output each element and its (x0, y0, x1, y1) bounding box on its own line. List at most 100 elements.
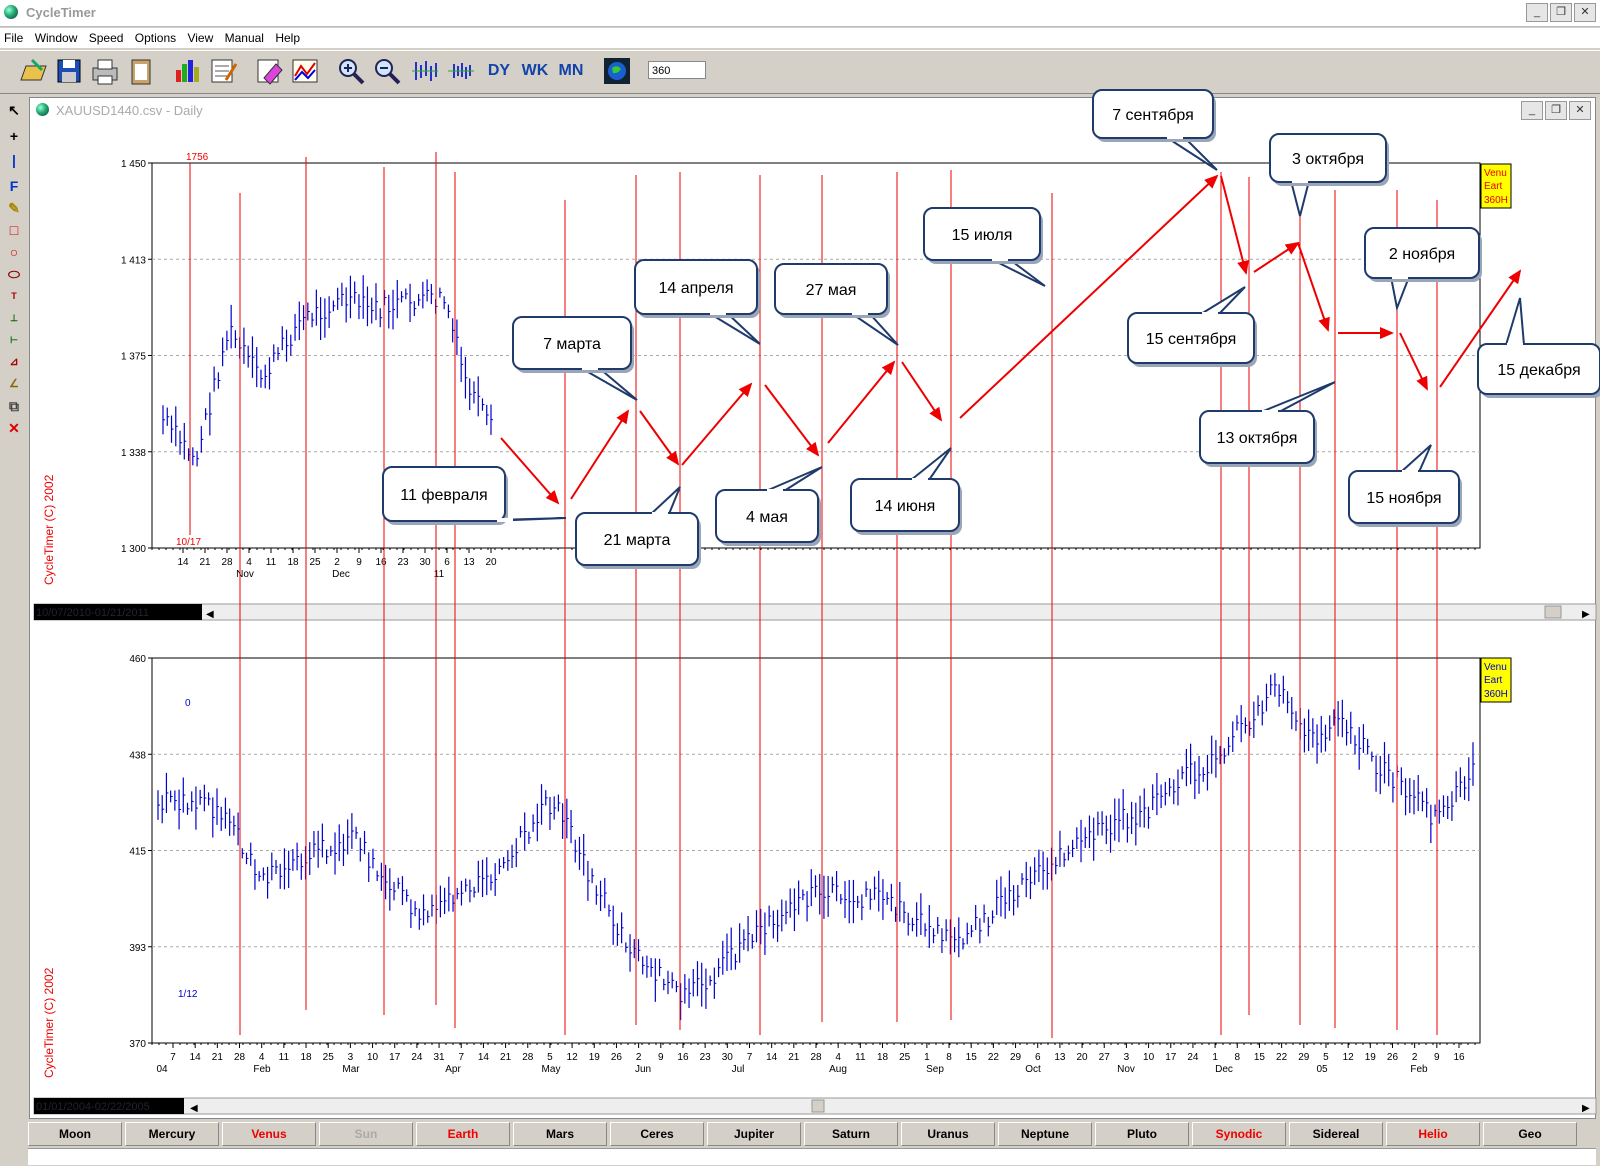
tab-moon[interactable]: Moon (28, 1122, 122, 1146)
gann-tool-icon[interactable]: ∠ (9, 378, 19, 390)
tab-sun[interactable]: Sun (319, 1122, 413, 1146)
tab-jupiter[interactable]: Jupiter (707, 1122, 801, 1146)
copy-icon[interactable]: ⧉ (9, 398, 19, 414)
callout-label: 15 июля (952, 227, 1013, 244)
monthly-button[interactable]: MN (558, 62, 584, 79)
x-month-label: Dec (1215, 1064, 1233, 1075)
callout-box (1269, 133, 1387, 183)
tab-sidereal[interactable]: Sidereal (1289, 1122, 1383, 1146)
zoom-in-icon[interactable] (334, 54, 368, 88)
x-tick-label: 12 (1343, 1052, 1355, 1063)
forecast-arrow (639, 410, 680, 466)
menu-view[interactable]: View (187, 31, 214, 45)
x-tick-label: 30 (722, 1052, 734, 1063)
x-tick-label: 7 (458, 1052, 464, 1063)
vertical-line-icon[interactable]: | (12, 152, 16, 168)
ptw-tool-icon[interactable]: ⊿ (9, 356, 19, 368)
minimize-button[interactable]: _ (1526, 3, 1548, 22)
callout-tail (765, 466, 823, 492)
tab-geo[interactable]: Geo (1483, 1122, 1577, 1146)
menu-window[interactable]: Window (34, 31, 78, 45)
clipboard-icon[interactable] (124, 54, 158, 88)
forecast-arrow (901, 361, 943, 422)
tab-helio[interactable]: Helio (1386, 1122, 1480, 1146)
tab-mercury[interactable]: Mercury (125, 1122, 219, 1146)
callout-tail (1504, 297, 1526, 346)
degree-input[interactable]: 360 (648, 61, 706, 79)
forecast-arrow (827, 360, 896, 444)
tab-neptune[interactable]: Neptune (998, 1122, 1092, 1146)
save-icon[interactable] (52, 54, 86, 88)
close-button[interactable]: ✕ (1574, 3, 1596, 22)
top-marker-bottom: 10/17 (176, 537, 201, 548)
menu-manual[interactable]: Manual (224, 31, 264, 45)
callout-label: 15 декабря (1497, 362, 1580, 379)
menu-speed[interactable]: Speed (88, 31, 124, 45)
x-tick-label: 12 (567, 1052, 579, 1063)
callout-box (1364, 227, 1480, 279)
open-file-icon[interactable] (16, 54, 50, 88)
x-tick-label: 21 (500, 1052, 512, 1063)
menu-bar: File Window Speed Options View Manual He… (0, 28, 1600, 48)
daily-button[interactable]: DY (487, 62, 511, 79)
tab-earth[interactable]: Earth (416, 1122, 510, 1146)
forecast-arrow (1220, 175, 1249, 275)
rectangle-icon[interactable]: □ (9, 222, 19, 238)
callout-box (850, 478, 960, 532)
x-month-label: Dec (332, 569, 350, 580)
tab-pluto[interactable]: Pluto (1095, 1122, 1189, 1146)
pencil-icon[interactable]: ✎ (8, 200, 20, 216)
x-tick-label: 11 (266, 557, 277, 568)
menu-options[interactable]: Options (134, 31, 177, 45)
child-close-button[interactable]: ✕ (1569, 101, 1591, 120)
tab-mars[interactable]: Mars (513, 1122, 607, 1146)
callout-label: 13 октября (1217, 430, 1298, 447)
price-tool-icon[interactable]: ⊥ (10, 313, 18, 323)
crosshair-icon[interactable]: + (9, 128, 19, 144)
x-month-label: Feb (253, 1064, 271, 1075)
x-tick-label: 18 (300, 1052, 312, 1063)
eraser-icon[interactable] (252, 54, 286, 88)
callout: 15 декабря (1477, 297, 1600, 398)
drawing-toolbar: ↖ + | F ✎ □ ○ ⬭ T ⊥ ⊢ ⊿ ∠ ⧉ ✕ (2, 100, 26, 460)
circle-icon[interactable]: ○ (9, 244, 19, 260)
data-sheet-icon[interactable] (206, 54, 240, 88)
tab-ceres[interactable]: Ceres (610, 1122, 704, 1146)
x-tick-label: 4 (259, 1052, 265, 1063)
child-minimize-button[interactable]: _ (1521, 101, 1543, 120)
y-tick-label: 1 300 (121, 544, 146, 555)
top-scrollbar[interactable]: 10/07/2010-01/21/2011 ◀ ▶ (33, 603, 1597, 621)
x-month-label: Apr (445, 1064, 461, 1075)
x-tick-label: 21 (212, 1052, 224, 1063)
tab-venus[interactable]: Venus (222, 1122, 316, 1146)
weekly-button[interactable]: WK (521, 62, 549, 79)
text-tool-icon[interactable]: T (11, 291, 17, 301)
print-icon[interactable] (88, 54, 122, 88)
menu-file[interactable]: File (4, 31, 24, 45)
menu-help[interactable]: Help (275, 31, 300, 45)
tab-saturn[interactable]: Saturn (804, 1122, 898, 1146)
delete-icon[interactable]: ✕ (8, 420, 20, 436)
bottom-scrollbar[interactable]: 01/01/2004-02/22/2005 ◀ ▶ (33, 1097, 1597, 1115)
callout: 7 марта (512, 316, 638, 401)
tab-uranus[interactable]: Uranus (901, 1122, 995, 1146)
y-tick-label: 415 (129, 847, 146, 858)
callout-tail (1260, 381, 1336, 413)
ellipse-icon[interactable]: ⬭ (8, 266, 20, 282)
x-month-label: 04 (156, 1064, 168, 1075)
x-tick-label: 3 (348, 1052, 354, 1063)
child-restore-button[interactable]: ❐ (1545, 101, 1567, 120)
globe-icon[interactable] (600, 54, 634, 88)
fibonacci-icon[interactable]: F (9, 178, 19, 194)
y-tick-label: 393 (129, 943, 146, 954)
pointer-icon[interactable]: ↖ (8, 102, 20, 118)
tab-synodic[interactable]: Synodic (1192, 1122, 1286, 1146)
time-tool-icon[interactable]: ⊢ (10, 335, 18, 345)
bar-chart-icon[interactable] (170, 54, 204, 88)
callout-tail (648, 486, 681, 515)
zoom-out-icon[interactable] (370, 54, 404, 88)
chart-window-icon[interactable] (288, 54, 322, 88)
expand-bars-icon[interactable] (408, 54, 442, 88)
compress-bars-icon[interactable] (444, 54, 478, 88)
restore-button[interactable]: ❐ (1550, 3, 1572, 22)
